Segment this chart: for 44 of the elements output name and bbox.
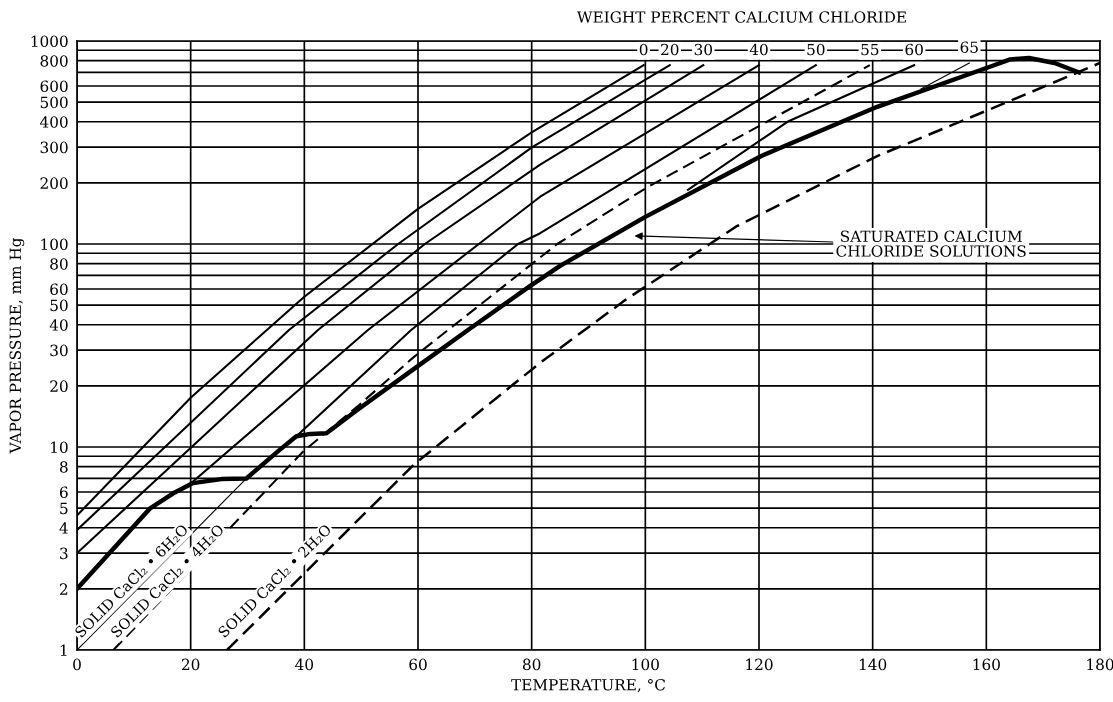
series-label: 55: [861, 43, 879, 56]
y-tick-label: 80: [50, 258, 68, 270]
y-tick-label: 20: [50, 380, 68, 392]
x-axis-title: TEMPERATURE, °C: [511, 678, 666, 693]
y-tick-label: 200: [40, 177, 68, 189]
y-tick-label: 100: [41, 238, 68, 251]
x-tick-label: 120: [746, 658, 773, 671]
series-label: 50: [807, 43, 825, 56]
series-label: 65: [960, 41, 978, 53]
y-tick-label: 1000: [31, 35, 68, 48]
annotation: SATURATED CALCIUM CHLORIDE SOLUTIONS: [836, 230, 1026, 257]
series-label: 30: [694, 43, 713, 56]
legend-title: WEIGHT PERCENT CALCIUM CHLORIDE: [576, 11, 906, 23]
x-tick-label: 80: [522, 658, 541, 671]
y-tick-label: 1: [60, 644, 67, 656]
y-tick-label: 500: [40, 96, 68, 109]
y-tick-label: 5: [60, 502, 68, 515]
y-tick-label: 50: [50, 299, 68, 312]
x-tick-label: 20: [181, 658, 200, 671]
x-tick-label: 60: [409, 658, 427, 671]
y-tick-label: 3: [60, 547, 68, 560]
y-tick-label: 800: [40, 55, 68, 67]
y-tick-label: 4: [59, 522, 68, 534]
series-label: 20: [661, 43, 679, 56]
y-tick-label: 2: [59, 583, 68, 595]
y-tick-label: 30: [50, 344, 68, 357]
y-tick-label: 10: [51, 441, 68, 454]
y-tick-label: 6: [59, 486, 68, 499]
y-tick-label: 60: [50, 283, 68, 296]
x-tick-label: 40: [295, 658, 314, 671]
series-label: 40: [749, 43, 768, 56]
x-tick-label: 140: [859, 658, 887, 671]
y-tick-label: 40: [49, 319, 68, 331]
x-tick-label: 100: [632, 658, 659, 671]
x-tick-label: 180: [1087, 658, 1113, 671]
series-label: 0: [639, 43, 648, 56]
x-tick-label: 160: [973, 658, 1000, 671]
y-tick-label: 600: [40, 80, 68, 93]
series-label: 60: [905, 43, 923, 56]
y-tick-label: 300: [40, 141, 68, 154]
y-axis-title: VAPOR PRESSURE, mm Hg: [9, 237, 25, 454]
y-tick-label: 8: [59, 461, 68, 473]
x-tick-label: 0: [73, 658, 81, 671]
y-tick-label: 400: [39, 116, 68, 128]
